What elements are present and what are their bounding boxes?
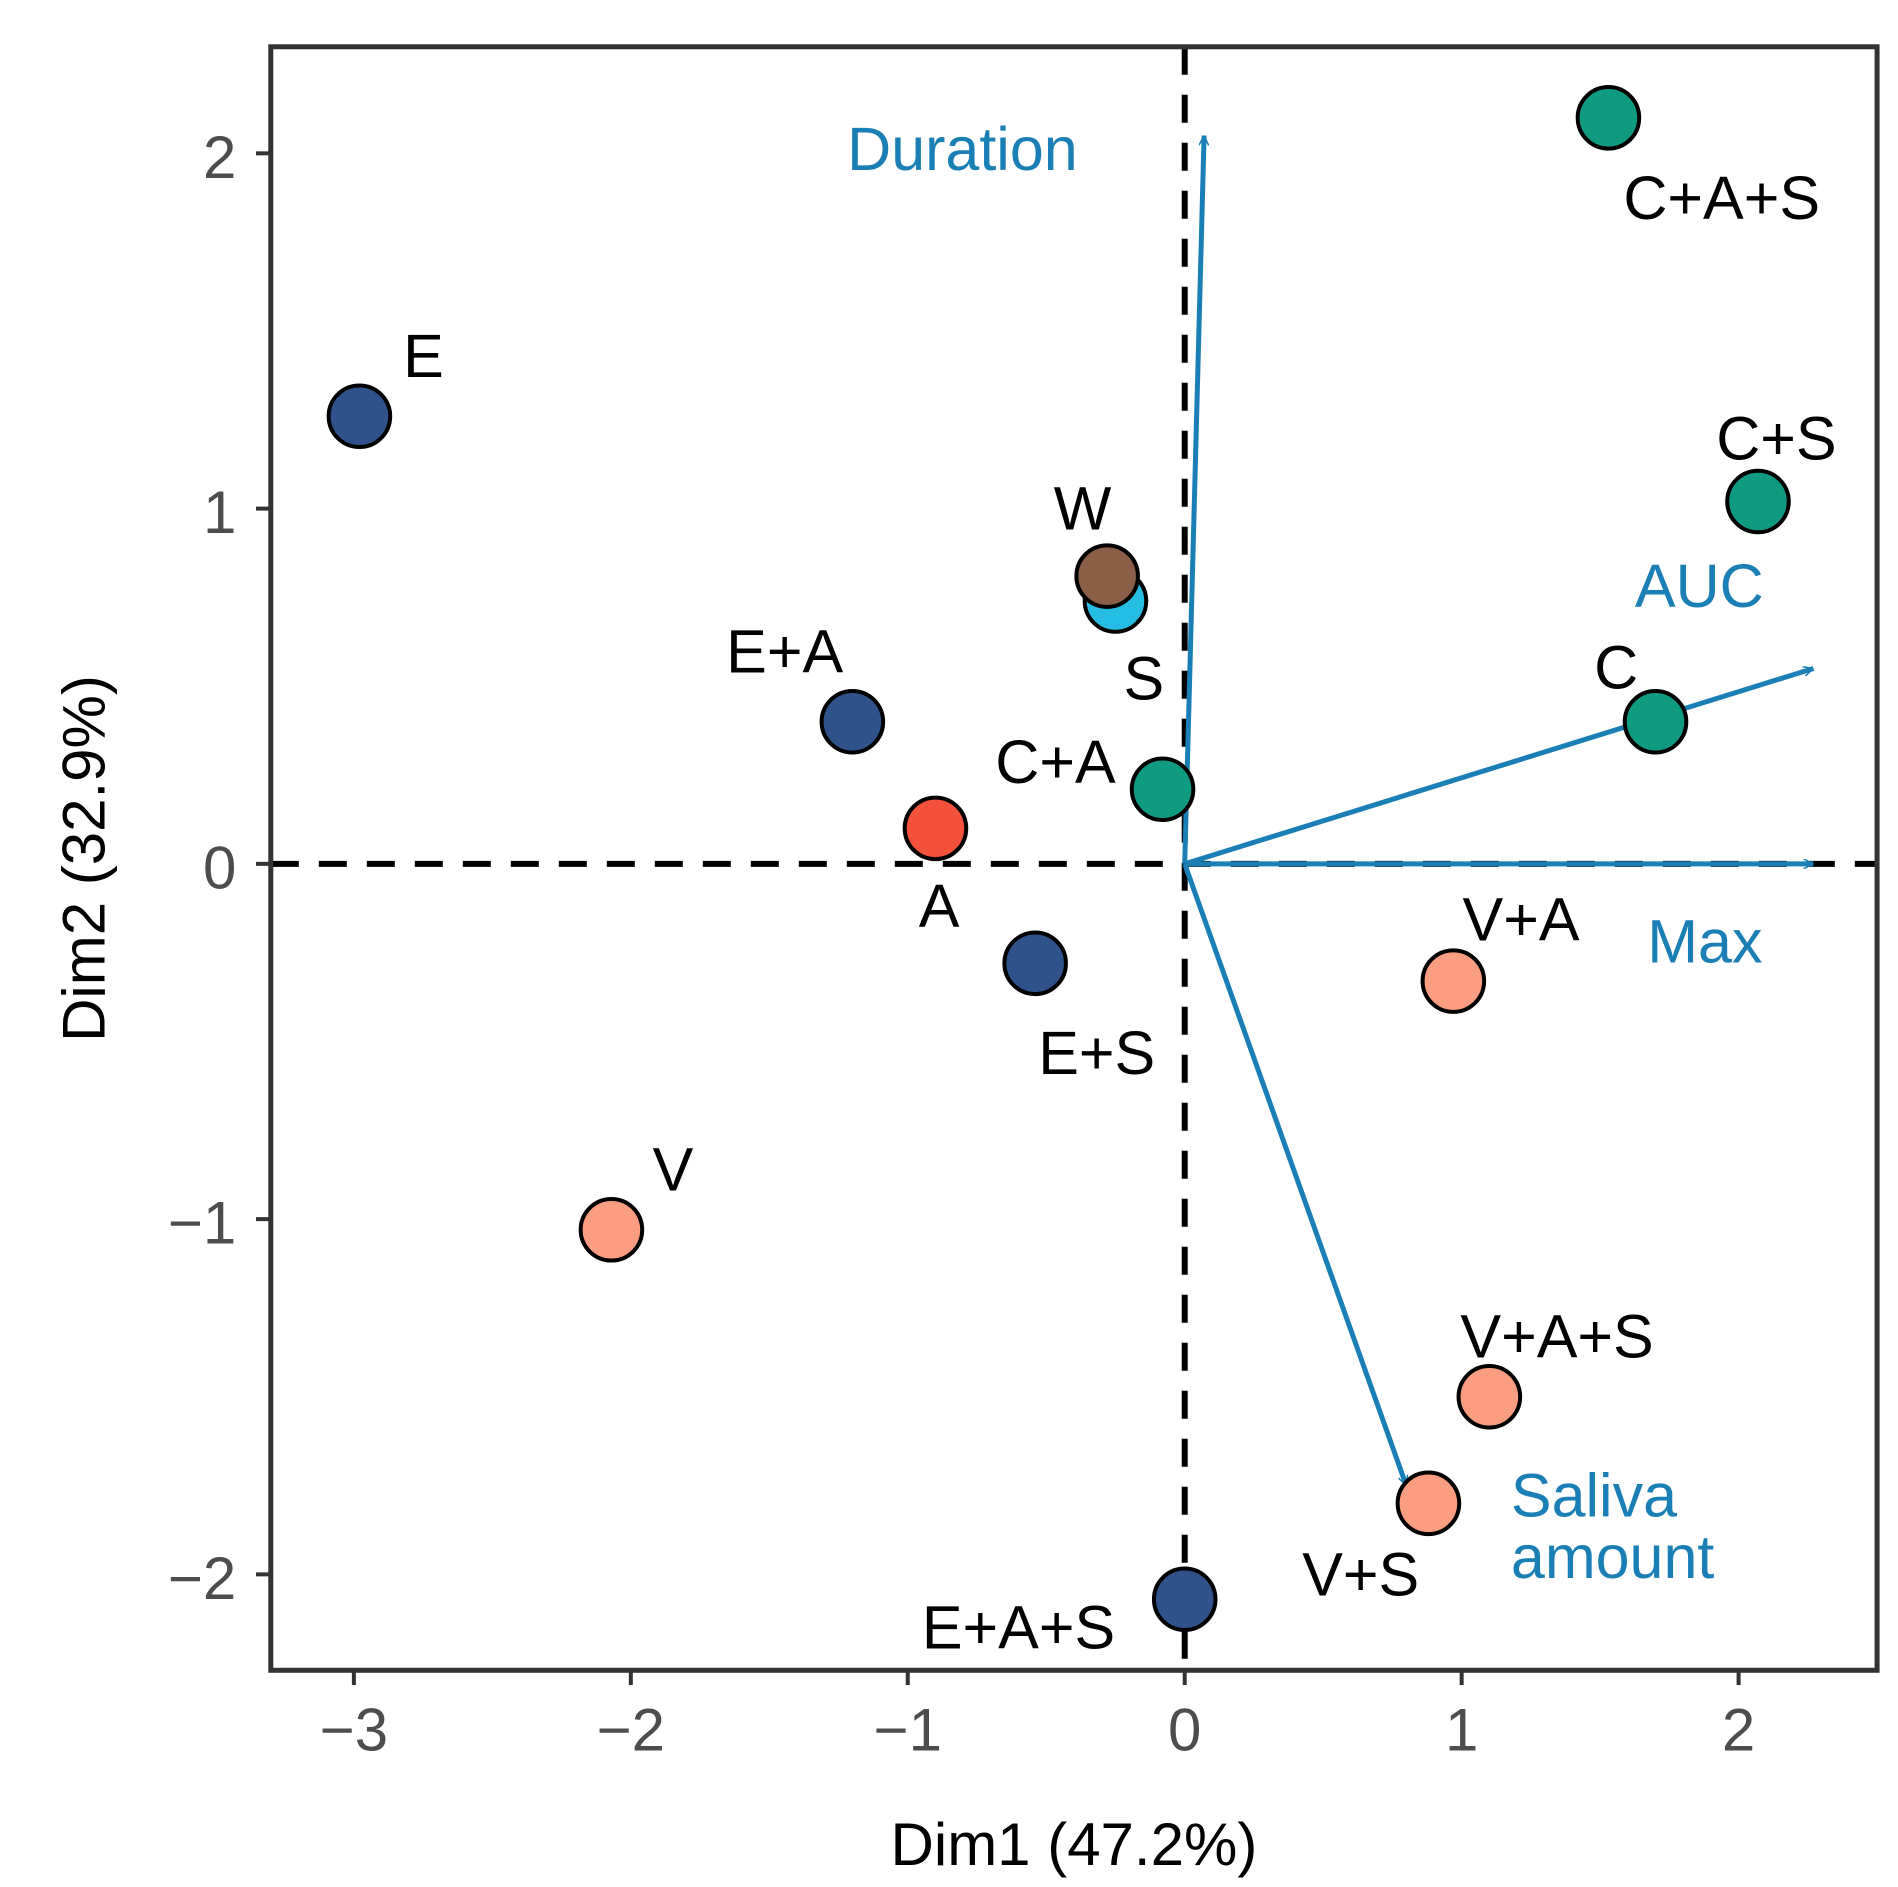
- y-tick-label: −1: [168, 1190, 236, 1257]
- point-label-w: W: [1054, 474, 1112, 542]
- point-e-plus-s: [1002, 930, 1068, 997]
- point-label-c: C: [1594, 634, 1638, 702]
- loading-vectors: Duration AUC Max Saliva amount: [847, 115, 1813, 1591]
- y-tick-label: 0: [203, 834, 236, 901]
- vector-saliva-amount-label-line: Saliva: [1511, 1461, 1677, 1529]
- point-c-plus-a: [1129, 756, 1196, 823]
- point-a: [902, 795, 969, 862]
- plot-panel-border: [268, 44, 1880, 1673]
- vector-saliva-amount-label-line: amount: [1511, 1523, 1715, 1591]
- point-label-v: V: [653, 1135, 694, 1203]
- x-tick-label: −3: [320, 1696, 388, 1763]
- axes: −3 −2 −1 0 1 2 −2 −1 0 1 2: [168, 124, 1755, 1763]
- point-v-plus-s: [1395, 1470, 1462, 1537]
- point-e-plus-a-plus-s: [1151, 1566, 1218, 1633]
- point-c: [1622, 688, 1689, 755]
- point-label-s: S: [1123, 644, 1164, 712]
- point-label-e-plus-a: E+A: [726, 618, 843, 686]
- point-label-e-plus-a-plus-s: E+A+S: [922, 1593, 1115, 1661]
- x-tick-label: −2: [597, 1696, 665, 1763]
- x-tick-label: −1: [874, 1696, 942, 1763]
- point-w: [1074, 543, 1140, 609]
- point-labels: E E+A E+S E+A+S A S W C+A C C+S C+A+S V V+A V+A+S V+S: [403, 164, 1837, 1662]
- y-tick-label: −2: [168, 1545, 236, 1612]
- x-axis-title: Dim1 (47.2%): [891, 1811, 1258, 1878]
- data-points: [326, 85, 1791, 1633]
- vector-auc-label: AUC: [1635, 552, 1764, 620]
- point-label-a: A: [919, 872, 960, 940]
- y-tick-label: 1: [203, 479, 236, 546]
- vector-auc-arrow: [1183, 668, 1814, 867]
- y-tick-label: 2: [203, 124, 236, 191]
- point-c-plus-a-plus-s: [1575, 85, 1642, 151]
- vector-max-label: Max: [1647, 907, 1762, 975]
- reference-lines: [270, 46, 1878, 1671]
- point-label-c-plus-a: C+A: [995, 728, 1116, 796]
- point-label-v-plus-a-plus-s: V+A+S: [1460, 1302, 1653, 1370]
- vector-saliva-amount-arrow: [1182, 863, 1409, 1486]
- vector-duration-arrow: [1182, 136, 1204, 864]
- point-c-plus-s: [1725, 468, 1791, 535]
- point-label-v-plus-s: V+S: [1302, 1541, 1419, 1609]
- point-v: [578, 1197, 645, 1263]
- point-label-c-plus-s: C+S: [1716, 405, 1836, 473]
- vector-duration-label: Duration: [847, 115, 1078, 183]
- point-label-e-plus-s: E+S: [1038, 1019, 1155, 1087]
- vector-saliva-amount-label: Saliva amount: [1511, 1461, 1715, 1591]
- x-tick-label: 1: [1445, 1696, 1478, 1763]
- x-tick-label: 0: [1168, 1696, 1201, 1763]
- y-axis-title: Dim2 (32.9%): [51, 675, 118, 1042]
- x-tick-label: 2: [1722, 1696, 1755, 1763]
- point-label-c-plus-a-plus-s: C+A+S: [1623, 164, 1820, 232]
- point-label-v-plus-a: V+A: [1463, 885, 1580, 953]
- point-label-e: E: [403, 322, 444, 390]
- point-e: [326, 383, 393, 450]
- point-v-plus-a: [1420, 948, 1487, 1014]
- point-e-plus-a: [819, 688, 886, 755]
- point-v-plus-a-plus-s: [1456, 1363, 1523, 1430]
